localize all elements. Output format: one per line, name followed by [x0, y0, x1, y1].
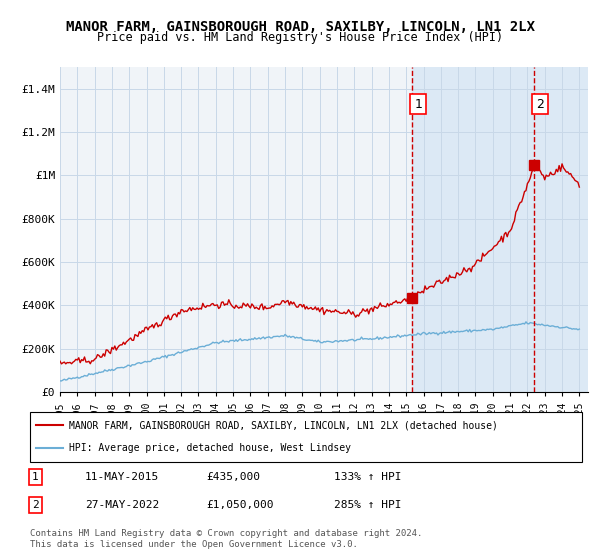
- Text: £1,050,000: £1,050,000: [206, 500, 274, 510]
- Text: £435,000: £435,000: [206, 472, 260, 482]
- Text: 1: 1: [414, 97, 422, 110]
- Text: 11-MAY-2015: 11-MAY-2015: [85, 472, 160, 482]
- Bar: [412, 67, 588, 392]
- Text: 133% ↑ HPI: 133% ↑ HPI: [334, 472, 401, 482]
- Text: Price paid vs. HM Land Registry's House Price Index (HPI): Price paid vs. HM Land Registry's House …: [97, 31, 503, 44]
- Text: 27-MAY-2022: 27-MAY-2022: [85, 500, 160, 510]
- Text: 285% ↑ HPI: 285% ↑ HPI: [334, 500, 401, 510]
- Text: 1: 1: [32, 472, 39, 482]
- Text: HPI: Average price, detached house, West Lindsey: HPI: Average price, detached house, West…: [68, 444, 350, 454]
- Text: MANOR FARM, GAINSBOROUGH ROAD, SAXILBY, LINCOLN, LN1 2LX (detached house): MANOR FARM, GAINSBOROUGH ROAD, SAXILBY, …: [68, 420, 497, 430]
- Text: 2: 2: [32, 500, 39, 510]
- Text: Contains HM Land Registry data © Crown copyright and database right 2024.
This d: Contains HM Land Registry data © Crown c…: [30, 529, 422, 549]
- Text: 2: 2: [536, 97, 544, 110]
- FancyBboxPatch shape: [30, 412, 582, 462]
- Text: MANOR FARM, GAINSBOROUGH ROAD, SAXILBY, LINCOLN, LN1 2LX: MANOR FARM, GAINSBOROUGH ROAD, SAXILBY, …: [65, 20, 535, 34]
